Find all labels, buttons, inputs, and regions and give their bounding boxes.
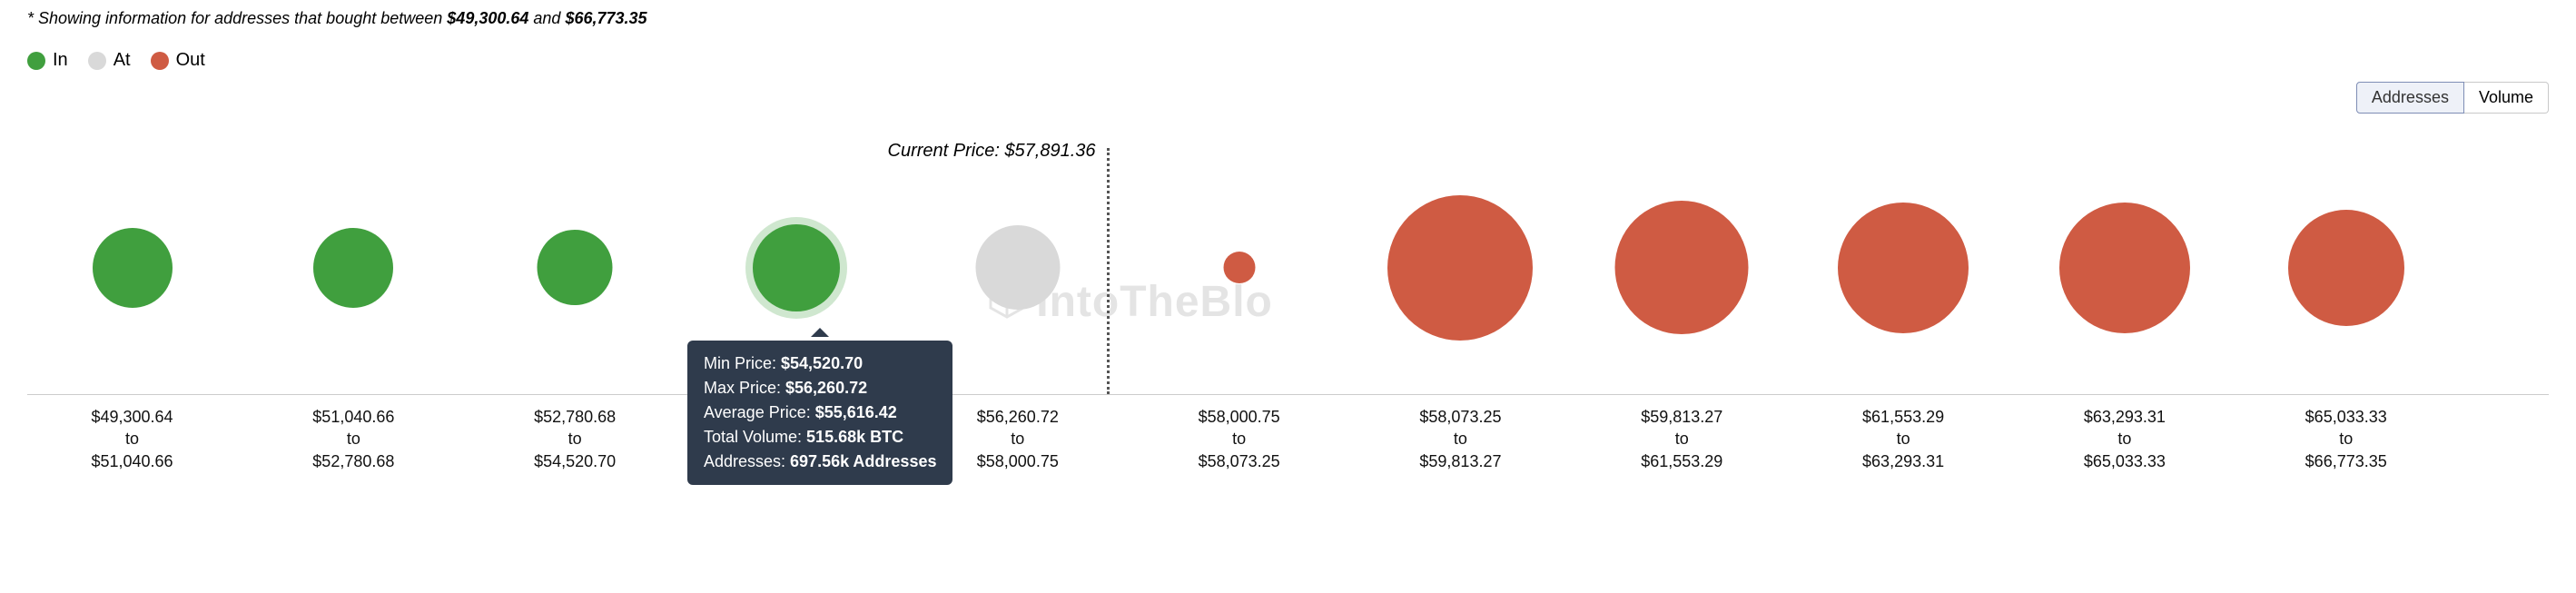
bubble-out[interactable] [2288, 210, 2404, 326]
tooltip-avg-price-value: $55,616.42 [815, 403, 897, 421]
bubble-in[interactable] [753, 224, 840, 311]
legend-swatch-at [88, 52, 106, 70]
tooltip-max-price-value: $56,260.72 [785, 379, 867, 397]
chart-subtitle: * Showing information for addresses that… [27, 9, 2549, 28]
range-to-word: to [1862, 428, 1944, 450]
bubble-cell[interactable] [93, 141, 173, 394]
bubble-out[interactable] [1387, 195, 1533, 341]
bubble-in[interactable] [313, 228, 393, 308]
legend-label-at: At [114, 50, 131, 71]
toggle-addresses-button[interactable]: Addresses [2356, 82, 2464, 114]
toggle-volume-button[interactable]: Volume [2464, 82, 2549, 114]
legend-item-at[interactable]: At [88, 50, 131, 71]
bubble-cell[interactable] [975, 141, 1060, 394]
axis-range-label: $58,073.25to$59,813.27 [1419, 406, 1501, 472]
bubble-in[interactable] [93, 228, 173, 308]
subtitle-and: and [528, 9, 565, 27]
tooltip-volume-label: Total Volume: [704, 428, 806, 446]
range-from: $58,073.25 [1419, 406, 1501, 428]
bubble-cell[interactable] [1615, 141, 1749, 394]
legend: In At Out [27, 50, 2549, 71]
bubble-tooltip: Min Price: $54,520.70 Max Price: $56,260… [687, 341, 953, 485]
range-to-word: to [91, 428, 173, 450]
range-to: $52,780.68 [312, 450, 394, 472]
axis-range-label: $65,033.33to$66,773.35 [2305, 406, 2387, 472]
range-from: $51,040.66 [312, 406, 394, 428]
axis-range-label: $63,293.31to$65,033.33 [2084, 406, 2166, 472]
bubble-cell[interactable] [2059, 141, 2190, 394]
bubble-row [27, 141, 2549, 395]
axis-range-label: $59,813.27to$61,553.29 [1641, 406, 1722, 472]
bubble-out[interactable] [2059, 203, 2190, 333]
bubble-cell[interactable] [1387, 141, 1533, 394]
range-to-word: to [312, 428, 394, 450]
range-to-word: to [534, 428, 616, 450]
range-to: $65,033.33 [2084, 450, 2166, 472]
bubble-at[interactable] [975, 225, 1060, 310]
range-to: $54,520.70 [534, 450, 616, 472]
range-to: $58,073.25 [1199, 450, 1280, 472]
legend-label-in: In [53, 50, 68, 71]
range-from: $52,780.68 [534, 406, 616, 428]
current-price-marker [1107, 148, 1110, 394]
axis-labels-row: $49,300.64to$51,040.66$51,040.66to$52,78… [27, 406, 2549, 479]
legend-item-in[interactable]: In [27, 50, 68, 71]
bubble-in[interactable] [538, 230, 613, 305]
range-to-word: to [1419, 428, 1501, 450]
legend-swatch-in [27, 52, 45, 70]
range-to-word: to [2305, 428, 2387, 450]
range-to-word: to [977, 428, 1059, 450]
range-to: $63,293.31 [1862, 450, 1944, 472]
legend-swatch-out [151, 52, 169, 70]
bubble-cell[interactable] [538, 141, 613, 394]
tooltip-volume-value: 515.68k BTC [806, 428, 903, 446]
chart-area: Current Price: $57,891.36 IntoTheBlo $49… [27, 141, 2549, 479]
axis-range-label: $56,260.72to$58,000.75 [977, 406, 1059, 472]
axis-range-label: $58,000.75to$58,073.25 [1199, 406, 1280, 472]
range-to-word: to [1641, 428, 1722, 450]
range-from: $65,033.33 [2305, 406, 2387, 428]
tooltip-addresses-label: Addresses: [704, 452, 790, 470]
range-from: $63,293.31 [2084, 406, 2166, 428]
tooltip-min-price-value: $54,520.70 [781, 354, 863, 372]
range-to: $61,553.29 [1641, 450, 1722, 472]
tooltip-max-price-label: Max Price: [704, 379, 785, 397]
bubble-out[interactable] [1838, 203, 1969, 333]
axis-range-label: $51,040.66to$52,780.68 [312, 406, 394, 472]
bubble-cell[interactable] [1223, 141, 1255, 394]
range-to-word: to [2084, 428, 2166, 450]
range-to: $51,040.66 [91, 450, 173, 472]
bubble-out[interactable] [1223, 252, 1255, 283]
range-from: $58,000.75 [1199, 406, 1280, 428]
tooltip-addresses-value: 697.56k Addresses [790, 452, 936, 470]
range-to-word: to [1199, 428, 1280, 450]
range-to: $66,773.35 [2305, 450, 2387, 472]
axis-range-label: $49,300.64to$51,040.66 [91, 406, 173, 472]
subtitle-prefix: * Showing information for addresses that… [27, 9, 447, 27]
range-from: $61,553.29 [1862, 406, 1944, 428]
bubble-out[interactable] [1615, 201, 1749, 334]
range-from: $49,300.64 [91, 406, 173, 428]
tooltip-min-price-label: Min Price: [704, 354, 781, 372]
bubble-cell[interactable] [1838, 141, 1969, 394]
subtitle-high: $66,773.35 [565, 9, 646, 27]
axis-range-label: $52,780.68to$54,520.70 [534, 406, 616, 472]
toggle-group: Addresses Volume [2356, 82, 2549, 114]
range-to: $59,813.27 [1419, 450, 1501, 472]
range-from: $56,260.72 [977, 406, 1059, 428]
subtitle-low: $49,300.64 [447, 9, 528, 27]
legend-item-out[interactable]: Out [151, 50, 205, 71]
tooltip-avg-price-label: Average Price: [704, 403, 815, 421]
legend-label-out: Out [176, 50, 205, 71]
axis-range-label: $61,553.29to$63,293.31 [1862, 406, 1944, 472]
bubble-cell[interactable] [313, 141, 393, 394]
toggle-row: Addresses Volume [27, 82, 2549, 114]
range-from: $59,813.27 [1641, 406, 1722, 428]
range-to: $58,000.75 [977, 450, 1059, 472]
bubble-cell[interactable] [2288, 141, 2404, 394]
